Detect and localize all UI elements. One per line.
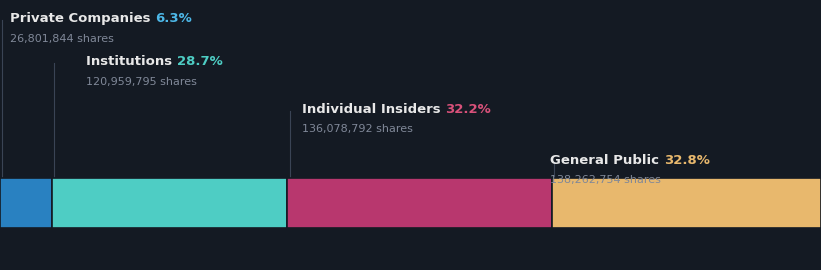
Text: Private Companies: Private Companies <box>10 12 155 25</box>
Text: 28.7%: 28.7% <box>177 55 222 68</box>
Text: 138,262,754 shares: 138,262,754 shares <box>550 176 661 185</box>
Text: 6.3%: 6.3% <box>155 12 192 25</box>
Text: General Public: General Public <box>550 154 663 167</box>
Text: 120,959,795 shares: 120,959,795 shares <box>86 77 197 87</box>
Text: Institutions: Institutions <box>86 55 177 68</box>
Text: 26,801,844 shares: 26,801,844 shares <box>10 34 114 44</box>
Text: 32.2%: 32.2% <box>445 103 491 116</box>
Text: 136,078,792 shares: 136,078,792 shares <box>302 124 413 134</box>
Text: 32.8%: 32.8% <box>663 154 709 167</box>
Text: Individual Insiders: Individual Insiders <box>302 103 445 116</box>
